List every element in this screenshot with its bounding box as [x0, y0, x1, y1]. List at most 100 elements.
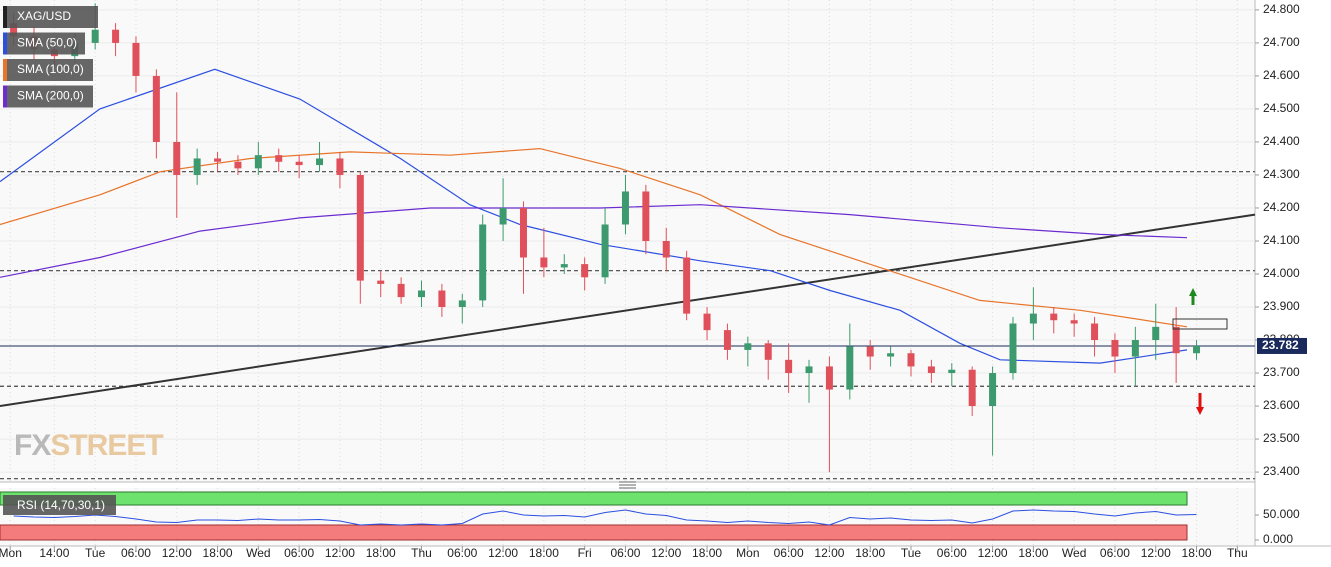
- y-tick-label: 24.700: [1263, 35, 1300, 49]
- down-arrow: [1196, 393, 1204, 415]
- x-tick-label: Tue: [85, 546, 106, 560]
- y-tick-label: 24.500: [1263, 101, 1300, 115]
- candle-body: [744, 343, 752, 350]
- candle-body: [989, 373, 997, 407]
- x-tick-label: 06:00: [284, 546, 314, 560]
- candle-body: [1070, 320, 1078, 324]
- overbought-band: [0, 491, 1188, 506]
- candle-body: [193, 158, 201, 175]
- x-tick-label: Thu: [411, 546, 432, 560]
- y-tick-label: 24.400: [1263, 134, 1300, 148]
- oversold-band: [0, 524, 1188, 541]
- candle-body: [764, 343, 772, 360]
- x-tick-label: 18:00: [855, 546, 885, 560]
- x-tick-label: Fri: [578, 546, 592, 560]
- watermark: FXSTREET: [14, 429, 163, 462]
- x-tick-label: 06:00: [937, 546, 967, 560]
- candle-body: [275, 155, 283, 162]
- candle-body: [968, 369, 976, 407]
- x-tick-label: 12:00: [162, 546, 192, 560]
- up-arrow: [1189, 288, 1197, 305]
- candle-body: [316, 158, 324, 166]
- x-tick-label: 18:00: [366, 546, 396, 560]
- x-tick-label: 12:00: [325, 546, 355, 560]
- candle-body: [356, 174, 364, 281]
- legend-label: XAG/USD: [17, 9, 71, 23]
- candle-body: [723, 330, 731, 350]
- x-tick-label: Wed: [1062, 546, 1086, 560]
- x-tick-label: Thu: [1227, 546, 1248, 560]
- legend-box: [3, 59, 93, 81]
- x-tick-label: 06:00: [610, 546, 640, 560]
- x-tick-label: 06:00: [774, 546, 804, 560]
- x-tick-label: 18:00: [692, 546, 722, 560]
- ui: [619, 288, 1228, 489]
- last-price-box: [1257, 337, 1307, 354]
- legend-swatch: [3, 32, 7, 55]
- x-tick-label: Wed: [246, 546, 270, 560]
- candle-body: [479, 224, 487, 301]
- x-tick-label: 12:00: [488, 546, 518, 560]
- x-tick-label: 12:00: [651, 546, 681, 560]
- y-tick-label: 23.400: [1263, 464, 1300, 478]
- rsi-line: [13, 509, 1197, 526]
- x-tick-label: 12:00: [978, 546, 1008, 560]
- legend-box: [3, 85, 93, 108]
- grid: Mon 14:00 Tue 06:00 12:00 18:00 Wed 06:00 12:00 1…: [0, 0, 1300, 560]
- candle-body: [825, 366, 833, 390]
- candle-body: [540, 257, 548, 268]
- x-tick-label: 18:00: [1018, 546, 1048, 560]
- candle-body: [1172, 326, 1180, 354]
- x-tick-label: Mon: [0, 546, 22, 560]
- candle-body: [805, 366, 813, 374]
- x-tick-label: Mon: [736, 546, 759, 560]
- candle-body: [866, 346, 874, 357]
- x-tick-label: 12:00: [1141, 546, 1171, 560]
- y-tick-label: 24.000: [1263, 266, 1300, 280]
- x-tick-label: 06:00: [121, 546, 151, 560]
- x-tick-label: 12:00: [814, 546, 844, 560]
- legend-swatch: [3, 59, 7, 81]
- rsi-legend-label: RSI (14,70,30,1): [17, 498, 105, 512]
- candle-body: [254, 155, 262, 169]
- candle-body: [907, 353, 915, 367]
- candle-body: [499, 207, 507, 225]
- target-box: [1172, 318, 1228, 330]
- candle-body: [703, 313, 711, 331]
- candle-body: [10, 23, 18, 37]
- candle-body: [785, 359, 793, 374]
- watermark-fx: FX: [14, 429, 51, 462]
- legend-swatch: [3, 6, 7, 28]
- y-tick-label: 24.100: [1263, 233, 1300, 247]
- candle-body: [1029, 313, 1037, 324]
- candle-body: [1111, 340, 1119, 357]
- trendline: [0, 213, 1256, 408]
- candle-body: [377, 280, 385, 284]
- candle-body: [214, 158, 222, 162]
- candle-body: [397, 283, 405, 298]
- y-tick-label: 24.300: [1263, 167, 1300, 181]
- candle-body: [642, 191, 650, 241]
- y-tick-label: 23.900: [1263, 299, 1300, 313]
- legend-box: [3, 6, 98, 28]
- candle-body: [683, 257, 691, 314]
- last-price-label: 23.782: [1262, 338, 1299, 352]
- y-tick-label: 24.200: [1263, 200, 1300, 214]
- candle-body: [560, 264, 568, 268]
- legend: RSI (14,70,30,1) 23.782 XAG/USD SMA (50,0) S…: [3, 6, 1307, 515]
- lines: [0, 68, 1256, 526]
- scroll-handle[interactable]: [619, 481, 636, 489]
- candle-body: [662, 240, 670, 258]
- candle-body: [132, 42, 140, 76]
- candle-body: [1152, 326, 1160, 341]
- candle-body: [846, 346, 854, 390]
- candle-body: [336, 158, 344, 175]
- legend-box: [3, 32, 85, 55]
- candle-body: [1193, 345, 1201, 354]
- y-tick-label: 24.600: [1263, 68, 1300, 82]
- candle-body: [621, 191, 629, 225]
- legend-label: SMA (100,0): [17, 62, 84, 76]
- candle-body: [1009, 323, 1017, 374]
- candles: [10, 3, 1201, 473]
